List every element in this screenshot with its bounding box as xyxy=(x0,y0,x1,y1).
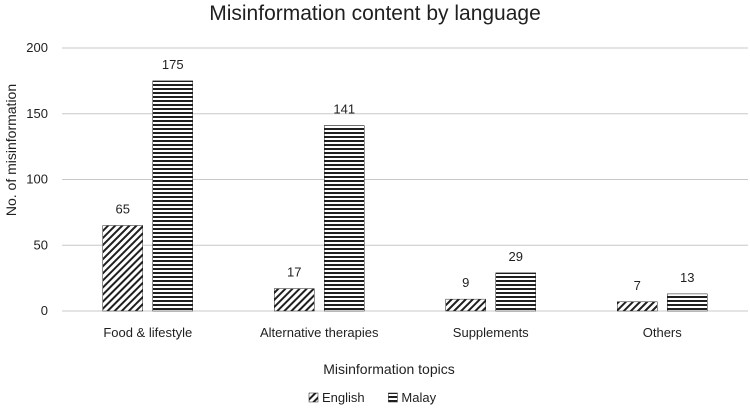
bar-english xyxy=(445,298,486,312)
bar-english xyxy=(274,288,315,312)
y-axis-ticks: 0 50 100 150 200 xyxy=(26,40,48,318)
bar-malay xyxy=(152,80,193,312)
data-label: 13 xyxy=(680,270,694,285)
bar-malay xyxy=(667,293,708,312)
y-tick-label: 0 xyxy=(41,303,48,318)
bar-english xyxy=(617,301,658,312)
x-axis-ticks: Food & lifestyle Alternative therapies Sup… xyxy=(103,325,682,340)
x-tick-label: Alternative therapies xyxy=(260,325,379,340)
y-tick-label: 50 xyxy=(34,237,48,252)
x-tick-label: Supplements xyxy=(453,325,529,340)
data-label: 9 xyxy=(462,275,469,290)
x-tick-label: Food & lifestyle xyxy=(103,325,192,340)
legend-label-english: English xyxy=(322,390,365,405)
bar-english xyxy=(102,225,143,312)
data-label: 29 xyxy=(509,249,523,264)
y-axis-label: No. of misinformation xyxy=(3,84,19,216)
chart-title: Misinformation content by language xyxy=(209,2,541,25)
y-tick-label: 100 xyxy=(26,172,48,187)
data-label: 141 xyxy=(333,102,355,117)
legend-swatch-english xyxy=(308,392,319,403)
data-labels: 65 175 17 141 9 29 7 13 xyxy=(116,57,695,293)
legend-label-malay: Malay xyxy=(401,390,436,405)
y-tick-label: 200 xyxy=(26,40,48,55)
bars xyxy=(102,80,708,312)
bar-malay xyxy=(324,125,365,312)
x-tick-label: Others xyxy=(643,325,683,340)
y-tick-label: 150 xyxy=(26,106,48,121)
data-label: 7 xyxy=(634,278,641,293)
legend: English Malay xyxy=(308,390,437,405)
bar-malay xyxy=(495,272,536,312)
data-label: 175 xyxy=(162,57,184,72)
data-label: 65 xyxy=(116,202,130,217)
legend-swatch-malay xyxy=(388,392,398,403)
data-label: 17 xyxy=(287,265,301,280)
x-axis-label: Misinformation topics xyxy=(323,361,455,377)
